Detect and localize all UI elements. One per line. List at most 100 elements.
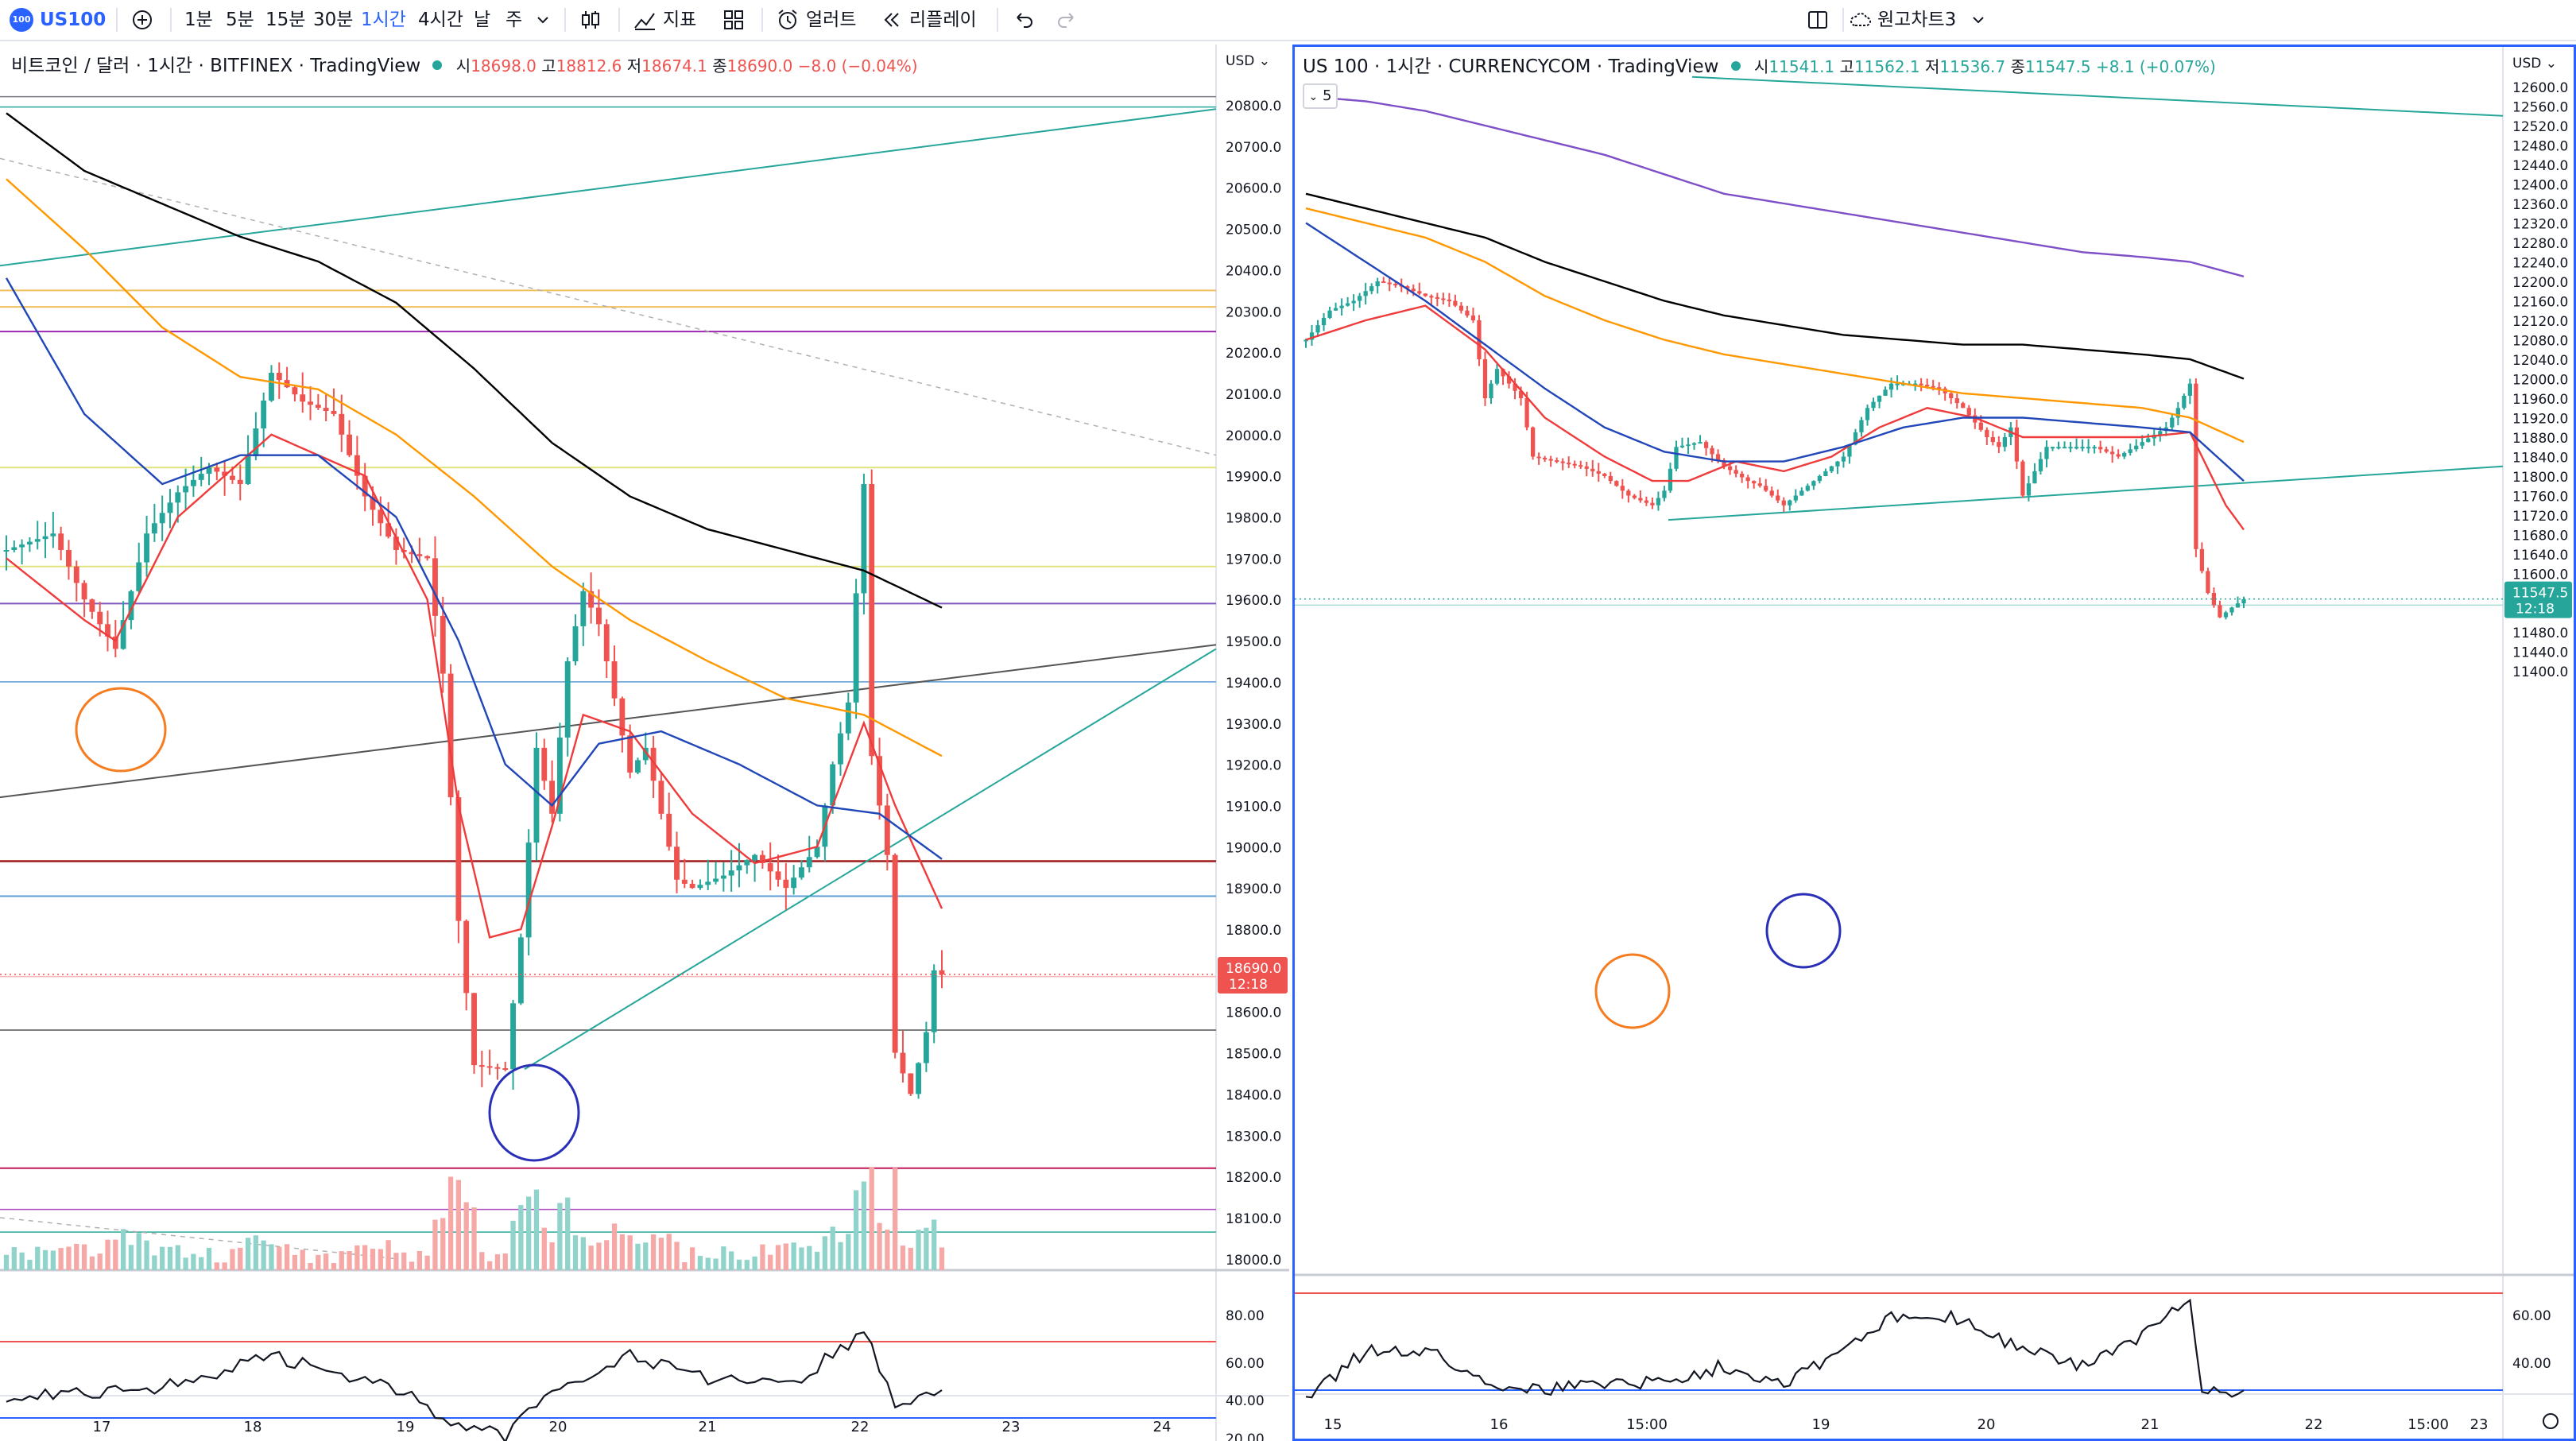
candle-body bbox=[159, 513, 165, 524]
price-axis-label: 19000.0 bbox=[1226, 840, 1281, 856]
price-axis-label: 18300.0 bbox=[1226, 1129, 1281, 1145]
chart-legend-left: 비트코인 / 달러 · 1시간 · BITFINEX · TradingView… bbox=[11, 52, 918, 79]
candle-style-icon[interactable] bbox=[579, 8, 602, 32]
candle-body bbox=[2038, 459, 2043, 471]
candle-body bbox=[269, 373, 274, 401]
candle-body bbox=[1978, 422, 1983, 430]
volume-bar bbox=[455, 1180, 462, 1270]
interval-day[interactable]: 날 bbox=[474, 10, 491, 30]
add-symbol-icon[interactable] bbox=[130, 8, 154, 32]
indicators-icon[interactable] bbox=[633, 8, 657, 32]
candle-body bbox=[1835, 461, 1840, 467]
chart-canvas-right[interactable]: 12600.0 12560.0 12520.0 12480.0 12440.0 12400… bbox=[1295, 47, 2574, 1439]
candle-body bbox=[1423, 293, 1427, 296]
symbol-logo-icon: 100 bbox=[10, 8, 33, 32]
interval-30m[interactable]: 30분 bbox=[313, 10, 354, 30]
symbol-search-button[interactable]: US100 bbox=[40, 10, 107, 30]
volume-bar bbox=[339, 1251, 344, 1270]
candle-body bbox=[151, 523, 157, 534]
candle-body bbox=[1393, 284, 1398, 286]
interval-1h[interactable]: 1시간 bbox=[361, 10, 406, 30]
candle-body bbox=[923, 1032, 929, 1063]
candle-body bbox=[245, 456, 251, 485]
chart-pane-left[interactable]: 20800.0 20700.0 20600.0 20500.0 20400.0 20300… bbox=[0, 45, 1289, 1441]
volume-bar bbox=[791, 1242, 796, 1270]
volume-bar bbox=[502, 1253, 508, 1270]
rsi-line bbox=[6, 1331, 943, 1441]
candle-body bbox=[1650, 502, 1655, 506]
candle-body bbox=[1489, 383, 1493, 398]
time-axis-label: 23 bbox=[1002, 1419, 1021, 1435]
chart-pane-right[interactable]: 12600.0 12560.0 12520.0 12480.0 12440.0 12400… bbox=[1292, 45, 2576, 1441]
replay-button[interactable]: 리플레이 bbox=[909, 10, 977, 30]
candle-body bbox=[2241, 598, 2246, 604]
volume-bar bbox=[760, 1244, 765, 1270]
indicators-collapse-toggle[interactable]: ⌄ 5 bbox=[1303, 83, 1338, 109]
price-axis-label: 18000.0 bbox=[1226, 1253, 1281, 1269]
candle-body bbox=[362, 475, 368, 497]
volume-bar bbox=[175, 1245, 180, 1270]
candle-body bbox=[1524, 398, 1529, 428]
chart-canvas-left[interactable]: 20800.0 20700.0 20600.0 20500.0 20400.0 20300… bbox=[0, 45, 1289, 1441]
volume-bar bbox=[3, 1254, 10, 1270]
settings-gear-icon[interactable] bbox=[2543, 1413, 2559, 1429]
price-axis-label: 20000.0 bbox=[1226, 428, 1281, 444]
layout-split-icon[interactable] bbox=[1806, 8, 1830, 32]
time-axis-label: 19 bbox=[397, 1419, 415, 1435]
chevron-down-icon[interactable] bbox=[1966, 8, 1990, 32]
candle-body bbox=[2206, 571, 2210, 593]
price-axis-label: 19100.0 bbox=[1226, 799, 1281, 815]
candle-body bbox=[720, 875, 726, 879]
volume-bar bbox=[853, 1190, 859, 1270]
layout-name[interactable]: 원고차트3 bbox=[1877, 10, 1957, 30]
interval-1m[interactable]: 1분 bbox=[184, 10, 213, 30]
candle-body bbox=[799, 867, 804, 878]
alert-button[interactable]: 얼러트 bbox=[806, 10, 857, 30]
interval-4h[interactable]: 4시간 bbox=[418, 10, 463, 30]
candle-body bbox=[1912, 383, 1918, 385]
volume-bar bbox=[245, 1238, 251, 1270]
toolbar-divider bbox=[1842, 8, 1844, 32]
candle-body bbox=[1579, 465, 1583, 467]
cloud-icon bbox=[1850, 13, 1871, 26]
trend-line bbox=[0, 108, 1217, 267]
redo-icon[interactable] bbox=[1056, 8, 1079, 32]
last-price-label: 18690.0 bbox=[1226, 961, 1281, 977]
candle-body bbox=[767, 863, 773, 872]
replay-icon[interactable] bbox=[879, 8, 903, 32]
interval-week[interactable]: 주 bbox=[506, 10, 523, 30]
chevron-down-icon[interactable] bbox=[531, 8, 555, 32]
candle-body bbox=[1733, 470, 1738, 474]
candle-body bbox=[572, 626, 579, 661]
volume-bar bbox=[721, 1246, 726, 1270]
price-axis-label: 19300.0 bbox=[1226, 717, 1281, 733]
volume-bar bbox=[650, 1234, 657, 1270]
price-axis-label: 18600.0 bbox=[1226, 1005, 1281, 1021]
templates-grid-icon[interactable] bbox=[722, 8, 746, 32]
undo-icon[interactable] bbox=[1011, 8, 1035, 32]
candle-body bbox=[494, 1067, 501, 1069]
candle-body bbox=[1888, 383, 1894, 390]
price-axis-label: 19600.0 bbox=[1226, 593, 1281, 609]
volume-bar bbox=[588, 1245, 594, 1270]
interval-5m[interactable]: 5분 bbox=[226, 10, 254, 30]
interval-15m[interactable]: 15분 bbox=[265, 10, 306, 30]
candle-body bbox=[830, 764, 836, 806]
candle-body bbox=[1351, 300, 1356, 304]
candle-body bbox=[471, 993, 477, 1066]
candle-body bbox=[1375, 281, 1380, 287]
candle-body bbox=[775, 871, 781, 880]
candle-body bbox=[1769, 490, 1774, 496]
candle-body bbox=[884, 805, 890, 855]
price-axis-label: 12400.0 bbox=[2512, 178, 2568, 194]
symbol-title[interactable]: 비트코인 / 달러 · 1시간 · BITFINEX · TradingView bbox=[11, 56, 421, 76]
volume-bar bbox=[432, 1219, 438, 1270]
candle-body bbox=[619, 698, 626, 736]
indicators-button[interactable]: 지표 bbox=[663, 10, 697, 30]
candle-body bbox=[97, 611, 103, 625]
candle-body bbox=[588, 591, 595, 608]
candle-body bbox=[1985, 429, 1989, 437]
toolbar-divider bbox=[997, 8, 998, 32]
alarm-clock-icon[interactable] bbox=[776, 8, 800, 32]
symbol-title[interactable]: US 100 · 1시간 · CURRENCYCOM · TradingView bbox=[1303, 56, 1719, 77]
